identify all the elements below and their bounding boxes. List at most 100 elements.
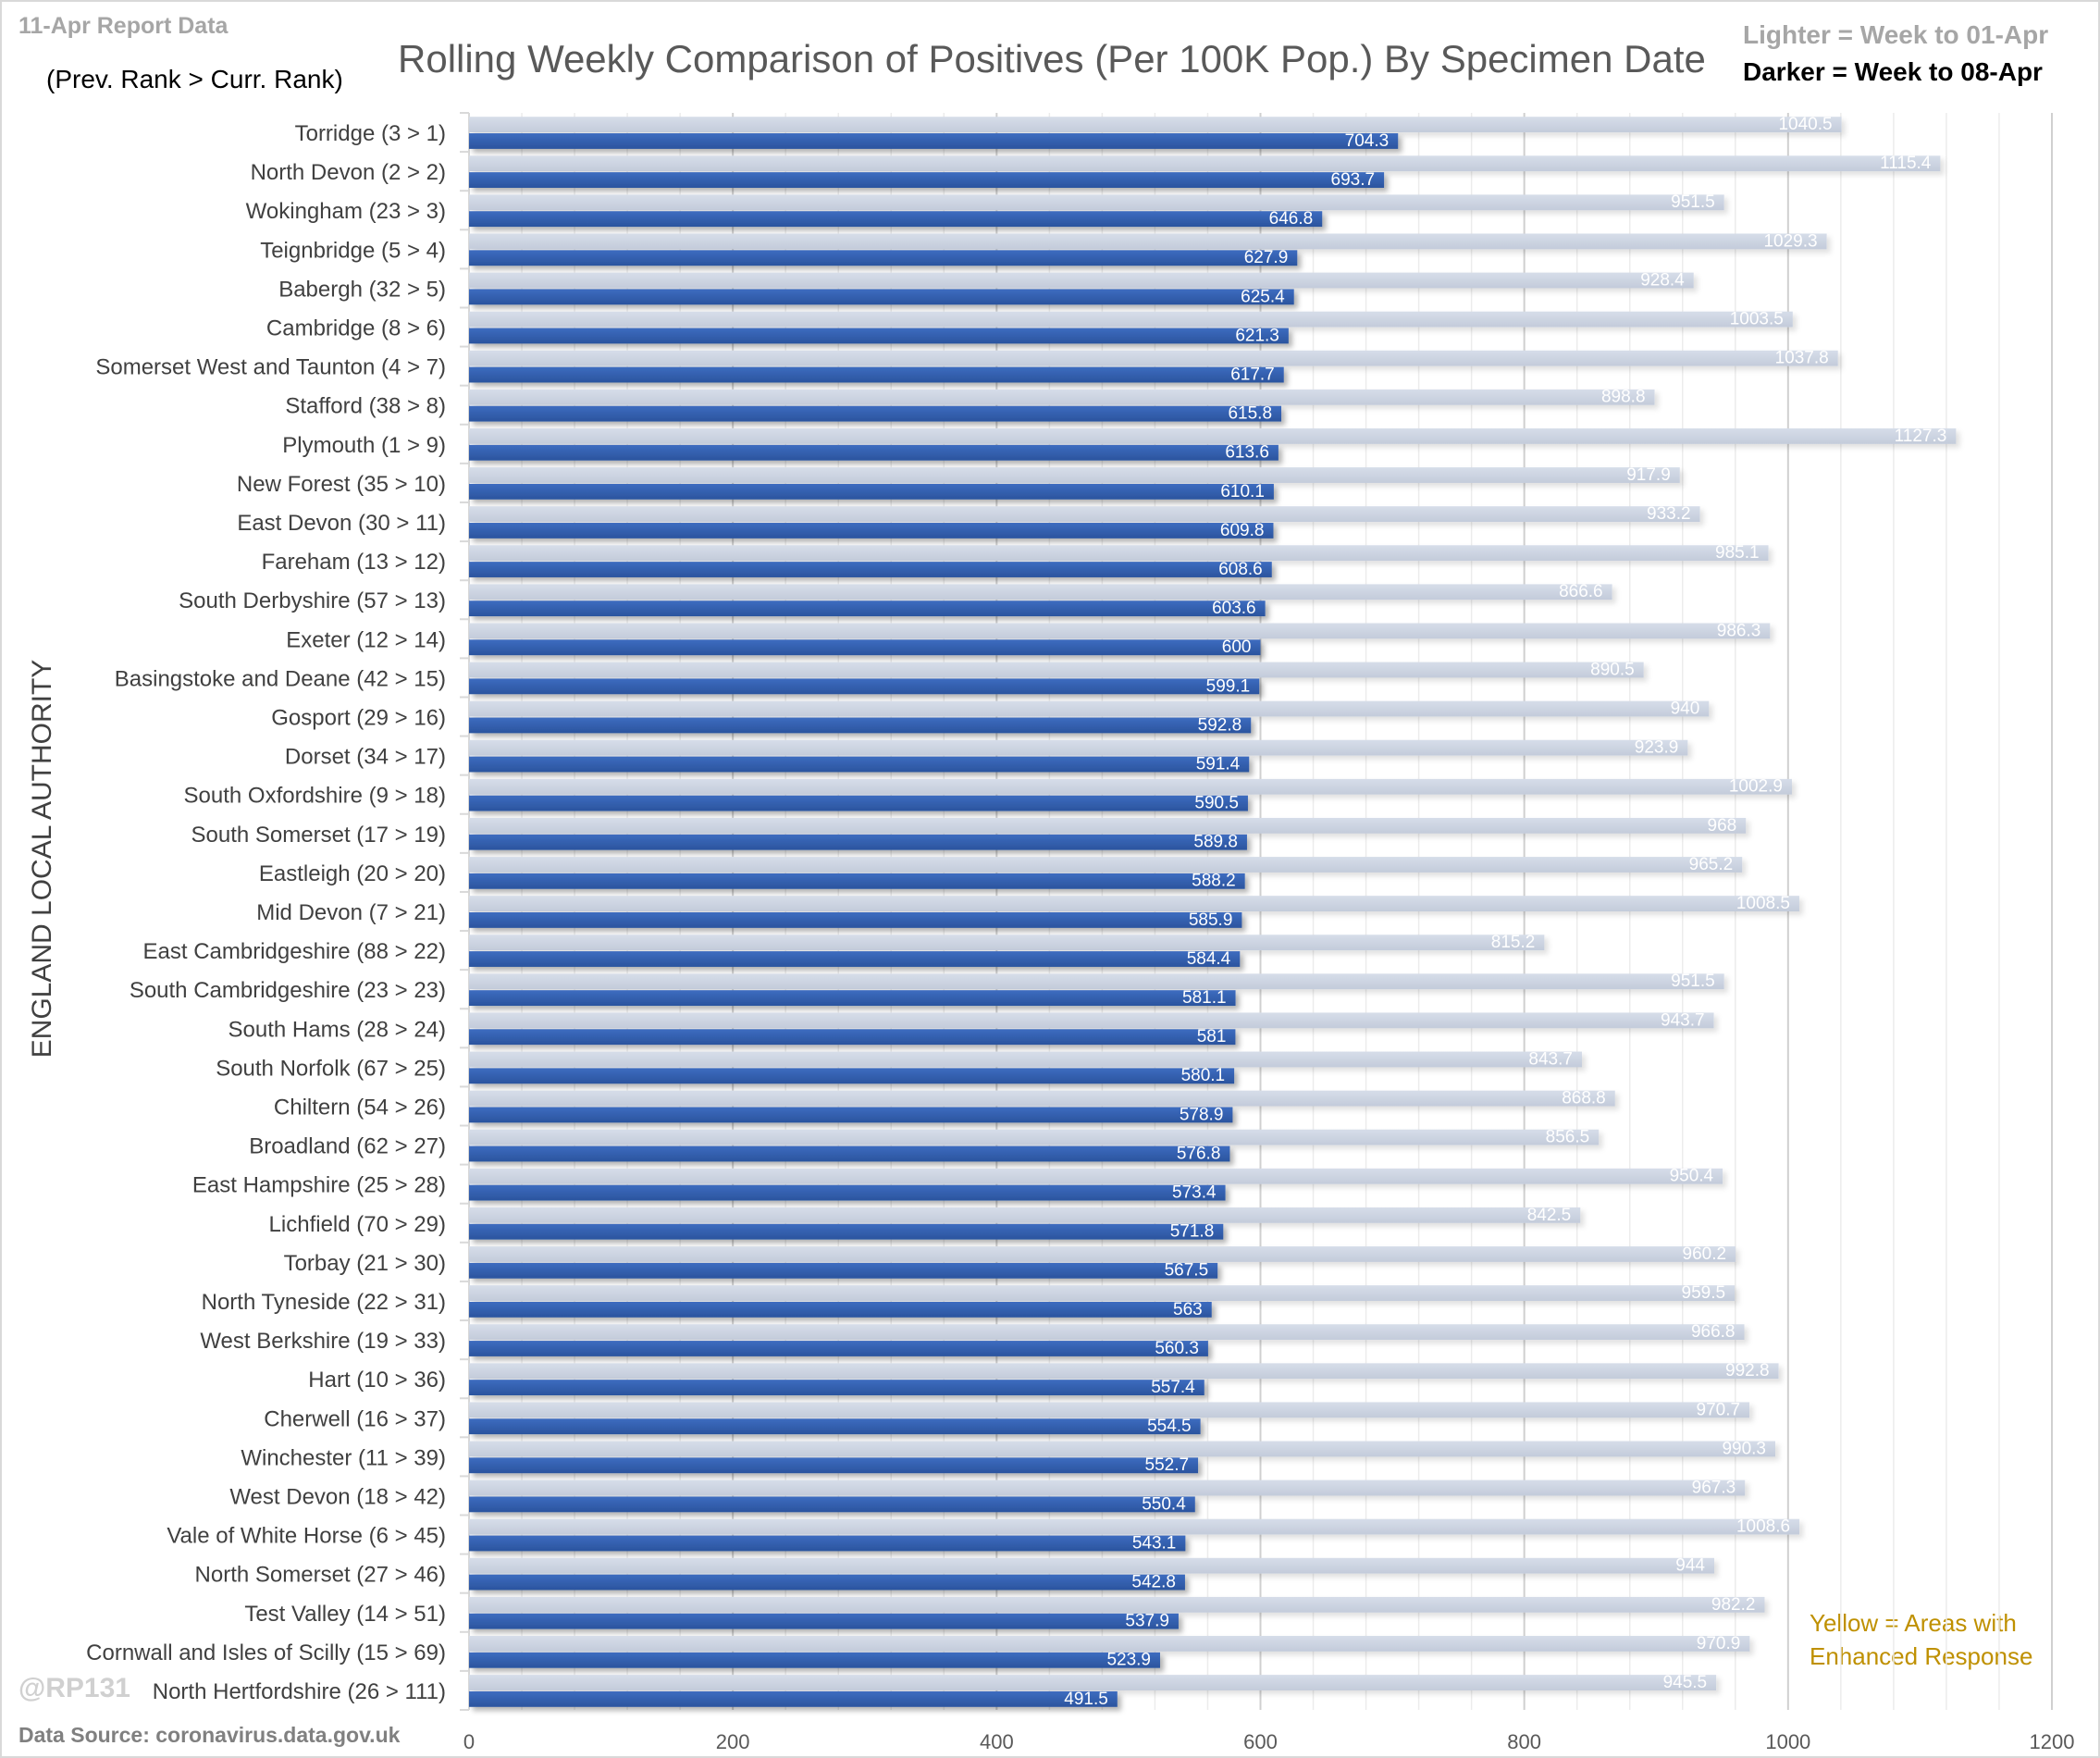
- category-label: Test Valley (14 > 51): [244, 1602, 446, 1627]
- bar-week-to-08-apr: [469, 211, 1323, 228]
- data-label-week-to-08-apr: 573.4: [1172, 1183, 1217, 1203]
- bar-week-to-01-apr: [469, 1518, 1800, 1535]
- category-label: Plymouth (1 > 9): [282, 433, 446, 458]
- bar-week-to-08-apr: [469, 756, 1250, 773]
- data-label-week-to-08-apr: 590.5: [1194, 794, 1239, 813]
- data-label-week-to-08-apr: 585.9: [1189, 910, 1233, 930]
- bar-week-to-08-apr: [469, 1029, 1236, 1046]
- category-label: New Forest (35 > 10): [237, 472, 446, 497]
- bar-week-to-01-apr: [469, 117, 1842, 133]
- category-label: Lichfield (70 > 29): [269, 1212, 446, 1237]
- bar-week-to-01-apr: [469, 311, 1793, 328]
- category-label: South Derbyshire (57 > 13): [179, 588, 446, 613]
- data-label-week-to-01-apr: 1115.4: [1880, 154, 1932, 173]
- bar-week-to-08-apr: [469, 1574, 1185, 1591]
- data-label-week-to-01-apr: 951.5: [1671, 972, 1715, 991]
- bar-week-to-08-apr: [469, 1418, 1201, 1435]
- bar-week-to-01-apr: [469, 1051, 1582, 1068]
- data-label-week-to-01-apr: 815.2: [1491, 933, 1536, 952]
- data-label-week-to-01-apr: 928.4: [1640, 270, 1685, 290]
- bar-week-to-08-apr: [469, 1184, 1226, 1201]
- x-tick-label: 200: [716, 1730, 750, 1753]
- category-label: South Oxfordshire (9 > 18): [184, 784, 446, 809]
- data-label-week-to-01-apr: 1008.6: [1736, 1517, 1790, 1537]
- bar-week-to-08-apr: [469, 523, 1274, 539]
- data-label-week-to-01-apr: 944: [1675, 1556, 1705, 1576]
- data-label-week-to-01-apr: 950.4: [1670, 1167, 1714, 1186]
- data-label-week-to-08-apr: 608.6: [1218, 560, 1263, 579]
- legend-darker: Darker = Week to 08-Apr: [1743, 57, 2043, 86]
- bar-week-to-01-apr: [469, 623, 1771, 639]
- bar-week-to-01-apr: [469, 1324, 1745, 1341]
- data-label-week-to-08-apr: 560.3: [1155, 1339, 1199, 1358]
- category-label: North Hertfordshire (26 > 111): [153, 1679, 446, 1704]
- bar-week-to-08-apr: [469, 483, 1274, 500]
- data-label-week-to-01-apr: 945.5: [1663, 1673, 1708, 1692]
- bar-week-to-01-apr: [469, 935, 1545, 951]
- bar-week-to-01-apr: [469, 662, 1644, 678]
- bar-week-to-01-apr: [469, 1363, 1779, 1380]
- bar-week-to-08-apr: [469, 990, 1236, 1007]
- bar-week-to-01-apr: [469, 973, 1724, 990]
- bar-week-to-08-apr: [469, 328, 1289, 344]
- data-label-week-to-08-apr: 600: [1222, 638, 1252, 657]
- x-tick-label: 400: [980, 1730, 1014, 1753]
- bar-week-to-08-apr: [469, 1613, 1179, 1629]
- data-label-week-to-08-apr: 621.3: [1235, 326, 1279, 345]
- category-label: Stafford (38 > 8): [285, 394, 446, 419]
- bar-week-to-01-apr: [469, 778, 1792, 795]
- category-label: Wokingham (23 > 3): [246, 199, 446, 224]
- data-label-week-to-01-apr: 1002.9: [1729, 777, 1783, 797]
- bar-week-to-08-apr: [469, 1496, 1195, 1513]
- bar-week-to-01-apr: [469, 1207, 1581, 1223]
- data-label-week-to-08-apr: 554.5: [1147, 1417, 1192, 1436]
- category-label: South Hams (28 > 24): [229, 1017, 446, 1042]
- bar-week-to-08-apr: [469, 912, 1242, 928]
- bar-week-to-08-apr: [469, 1068, 1235, 1084]
- data-label-week-to-01-apr: 967.3: [1692, 1478, 1736, 1497]
- data-label-week-to-08-apr: 563: [1173, 1300, 1203, 1319]
- data-label-week-to-01-apr: 843.7: [1528, 1049, 1573, 1069]
- bar-week-to-01-apr: [469, 1129, 1600, 1145]
- data-label-week-to-01-apr: 868.8: [1562, 1088, 1606, 1108]
- bar-week-to-01-apr: [469, 1557, 1714, 1574]
- bar-week-to-01-apr: [469, 857, 1743, 873]
- data-label-week-to-08-apr: 625.4: [1241, 287, 1285, 306]
- report-date-label: 11-Apr Report Data: [19, 13, 229, 39]
- data-label-week-to-01-apr: 970.7: [1697, 1400, 1741, 1419]
- data-label-week-to-01-apr: 968: [1708, 816, 1737, 836]
- data-label-week-to-01-apr: 992.8: [1725, 1361, 1770, 1380]
- bar-week-to-08-apr: [469, 1107, 1233, 1123]
- data-label-week-to-08-apr: 589.8: [1193, 833, 1238, 852]
- data-label-week-to-08-apr: 693.7: [1331, 170, 1376, 190]
- data-label-week-to-01-apr: 985.1: [1715, 543, 1760, 563]
- data-label-week-to-08-apr: 646.8: [1269, 209, 1314, 229]
- data-label-week-to-01-apr: 842.5: [1527, 1206, 1572, 1225]
- bar-week-to-08-apr: [469, 951, 1241, 967]
- category-label: East Devon (30 > 11): [237, 511, 446, 536]
- data-label-week-to-01-apr: 1029.3: [1763, 231, 1817, 251]
- bar-week-to-01-apr: [469, 233, 1827, 250]
- bar-week-to-01-apr: [469, 1012, 1714, 1029]
- data-label-week-to-08-apr: 550.4: [1142, 1494, 1186, 1514]
- category-label: Mid Devon (7 > 21): [256, 900, 446, 925]
- data-label-week-to-08-apr: 580.1: [1181, 1066, 1226, 1085]
- bar-week-to-01-apr: [469, 1246, 1736, 1262]
- data-label-week-to-01-apr: 986.3: [1717, 621, 1761, 640]
- x-tick-label: 1200: [2030, 1730, 2075, 1753]
- data-label-week-to-01-apr: 966.8: [1691, 1322, 1736, 1342]
- data-label-week-to-01-apr: 943.7: [1661, 1010, 1705, 1030]
- data-label-week-to-08-apr: 557.4: [1151, 1378, 1195, 1397]
- data-label-week-to-08-apr: 543.1: [1132, 1533, 1177, 1553]
- data-label-week-to-08-apr: 592.8: [1198, 715, 1242, 735]
- data-label-week-to-08-apr: 491.5: [1064, 1690, 1108, 1709]
- category-label: East Cambridgeshire (88 > 22): [143, 939, 447, 964]
- category-label: East Hampshire (25 > 28): [192, 1173, 446, 1198]
- data-label-week-to-08-apr: 578.9: [1180, 1105, 1224, 1124]
- bar-week-to-01-apr: [469, 272, 1694, 289]
- bar-week-to-08-apr: [469, 795, 1248, 811]
- category-label: Chiltern (54 > 26): [274, 1095, 446, 1120]
- data-label-week-to-01-apr: 1040.5: [1778, 115, 1832, 134]
- data-label-week-to-01-apr: 1037.8: [1775, 349, 1829, 368]
